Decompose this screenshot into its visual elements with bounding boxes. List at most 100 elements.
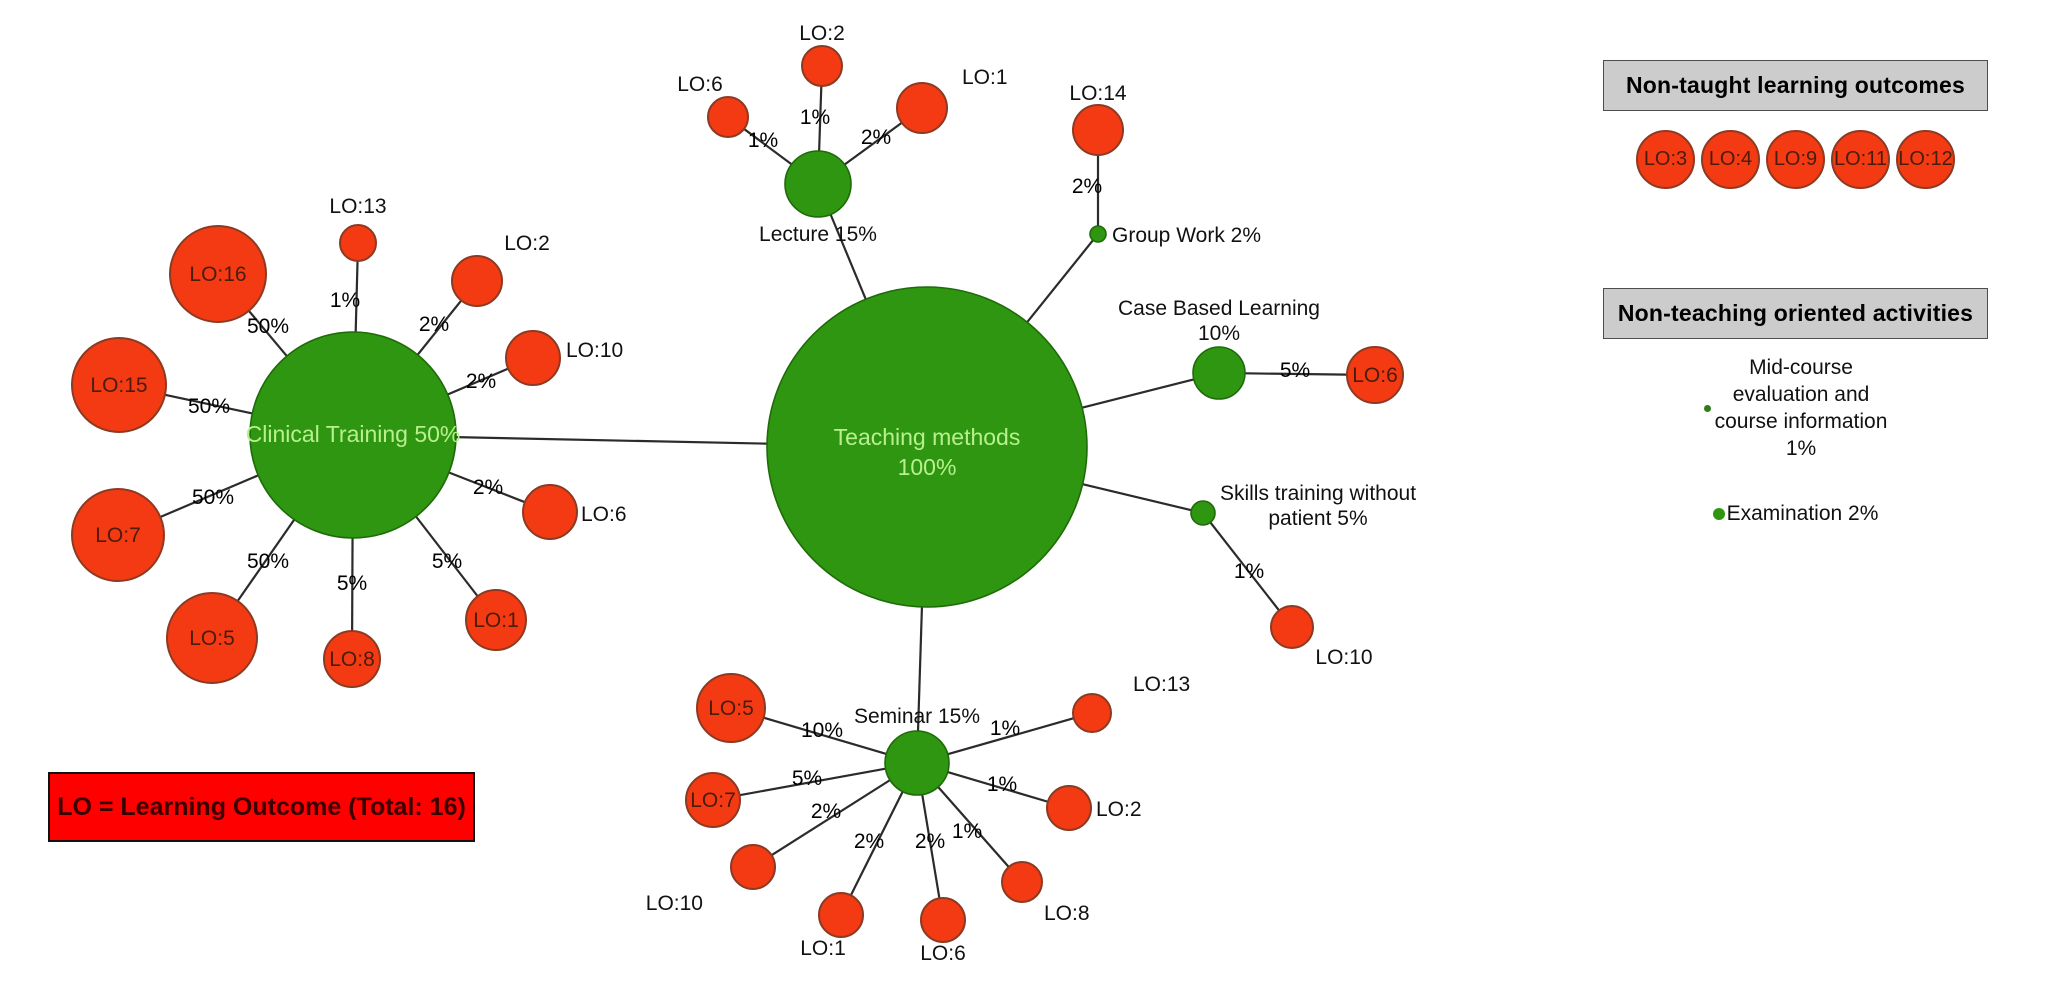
node-ct-lo10[interactable] (505, 330, 561, 386)
activity-dot-icon (1703, 405, 1711, 413)
node-ct-lo1[interactable] (465, 589, 527, 651)
edge-percent-sem-lo5: 10% (801, 719, 843, 742)
node-label-ct-lo2: LO:2 (504, 232, 550, 255)
edge-seminar-to-sem-lo5 (763, 716, 887, 755)
node-sem-lo8[interactable] (1001, 861, 1043, 903)
edge-percent-ct-lo10: 2% (466, 370, 496, 393)
non-teaching-item-line: course information (1714, 409, 1888, 433)
edge-percent-lec-lo6: 1% (748, 129, 778, 152)
non-teaching-item-line: Mid-course (1749, 356, 1853, 379)
non-taught-lo-chip[interactable]: LO:12 (1896, 130, 1955, 189)
edge-clinical-training-to-ct-lo15 (164, 393, 253, 415)
edge-percent-gw-lo14: 2% (1072, 175, 1102, 198)
node-sem-lo10[interactable] (730, 844, 776, 890)
edge-percent-ct-lo1: 5% (432, 550, 462, 573)
node-label-teaching-methods: Teaching methods (834, 424, 1021, 450)
labels-layer: Teaching methods 100% Clinical Training 50… (90, 22, 1416, 965)
node-ct-lo2[interactable] (451, 255, 503, 307)
node-clinical-training[interactable] (249, 331, 457, 539)
node-lec-lo6[interactable] (707, 96, 749, 138)
node-cbl-lo6[interactable] (1346, 346, 1404, 404)
edge-percent-sem-lo1: 2% (854, 830, 884, 853)
edge-clinical-training-to-ct-lo1 (415, 515, 479, 597)
node-label-sem-lo13: LO:13 (1133, 673, 1190, 696)
node-st-lo10[interactable] (1270, 605, 1314, 649)
edge-percent-ct-lo16: 50% (247, 315, 289, 338)
node-sem-lo5[interactable] (696, 673, 766, 743)
node-label-clinical-training: Clinical Training 50% (246, 421, 461, 447)
node-label-lec-lo2: LO:2 (799, 22, 845, 45)
node-ct-lo5[interactable] (166, 592, 258, 684)
node-seminar[interactable] (884, 730, 950, 796)
node-sem-lo13[interactable] (1072, 693, 1112, 733)
node-group-work[interactable] (1089, 225, 1107, 243)
edge-percent-ct-lo5: 50% (247, 550, 289, 573)
node-label-ct-lo13: LO:13 (329, 195, 386, 218)
node-ct-lo8[interactable] (323, 630, 381, 688)
node-label-teaching-methods-percent: 100% (898, 454, 957, 480)
panel-non-taught-learning-outcomes: Non-taught learning outcomes LO:3 LO:4 LO:… (1603, 60, 1988, 189)
edge-teaching-methods-to-skills-training (1082, 483, 1192, 512)
node-label-case-based-learning-percent: 10% (1198, 322, 1240, 345)
edge-percent-ct-lo13: 1% (330, 289, 360, 312)
edge-seminar-to-sem-lo10 (770, 779, 891, 857)
node-sem-lo7[interactable] (685, 772, 741, 828)
node-label-sem-lo7: LO:7 (690, 789, 736, 812)
edge-percent-sem-lo13: 1% (990, 717, 1020, 740)
edge-percent-ct-lo8: 5% (337, 572, 367, 595)
edge-seminar-to-sem-lo8 (937, 786, 1010, 868)
edge-percent-st-lo10: 1% (1234, 560, 1264, 583)
node-label-sem-lo5: LO:5 (708, 697, 754, 720)
edge-seminar-to-sem-lo7 (739, 767, 886, 797)
non-teaching-item-label: Examination 2% (1727, 501, 1879, 528)
non-teaching-item-label: Mid-course evaluation and course informati… (1715, 355, 1888, 463)
node-skills-training[interactable] (1190, 500, 1216, 526)
node-label-ct-lo5: LO:5 (189, 627, 235, 650)
node-ct-lo16[interactable] (169, 225, 267, 323)
node-gw-lo14[interactable] (1072, 104, 1124, 156)
node-sem-lo2[interactable] (1046, 785, 1092, 831)
node-sem-lo6[interactable] (920, 897, 966, 943)
non-teaching-item-mid-course-eval: Mid-course evaluation and course informati… (1603, 355, 1988, 463)
edge-case-based-learning-to-cbl-lo6 (1244, 372, 1348, 376)
non-teaching-item-line: 1% (1785, 436, 1817, 460)
node-ct-lo13[interactable] (339, 224, 377, 262)
edge-teaching-methods-to-group-work (1026, 239, 1094, 323)
node-label-ct-lo8: LO:8 (329, 648, 375, 671)
node-label-ct-lo15: LO:15 (90, 374, 147, 397)
edge-percent-sem-lo8: 1% (952, 820, 982, 843)
node-sem-lo1[interactable] (818, 892, 864, 938)
node-label-sem-lo1: LO:1 (800, 937, 846, 960)
node-lec-lo2[interactable] (801, 45, 843, 87)
node-label-gw-lo14: LO:14 (1069, 82, 1127, 105)
node-label-lecture: Lecture 15% (759, 223, 877, 246)
panel-non-teaching-title: Non-teaching oriented activities (1603, 288, 1988, 339)
node-ct-lo7[interactable] (71, 488, 165, 582)
edge-percent-ct-lo15: 50% (188, 395, 230, 418)
node-label-ct-lo16: LO:16 (189, 263, 246, 286)
non-taught-lo-chip[interactable]: LO:11 (1831, 130, 1890, 189)
node-case-based-learning[interactable] (1192, 346, 1246, 400)
node-label-seminar: Seminar 15% (854, 705, 980, 728)
edge-percent-lec-lo1: 2% (861, 126, 891, 149)
edge-percent-lec-lo2: 1% (800, 106, 830, 129)
node-ct-lo15[interactable] (71, 337, 167, 433)
node-lecture[interactable] (784, 150, 852, 218)
node-teaching-methods[interactable] (766, 286, 1088, 608)
panel-non-taught-title: Non-taught learning outcomes (1603, 60, 1988, 111)
edge-clinical-training-to-ct-lo16 (247, 310, 288, 357)
non-taught-lo-chip[interactable]: LO:3 (1636, 130, 1695, 189)
edge-percent-sem-lo2: 1% (987, 773, 1017, 796)
non-taught-lo-chip[interactable]: LO:4 (1701, 130, 1760, 189)
edge-percent-ct-lo2: 2% (419, 313, 449, 336)
edge-clinical-training-to-ct-lo10 (447, 367, 509, 396)
node-label-sem-lo6: LO:6 (920, 942, 966, 965)
node-lec-lo1[interactable] (896, 82, 948, 134)
non-teaching-item-line: evaluation and (1732, 382, 1870, 406)
non-taught-lo-chip[interactable]: LO:9 (1766, 130, 1825, 189)
edge-teaching-methods-to-clinical-training (455, 436, 768, 445)
edge-percent-ct-lo6: 2% (473, 476, 503, 499)
node-label-lec-lo6: LO:6 (677, 73, 723, 96)
node-ct-lo6[interactable] (522, 484, 578, 540)
